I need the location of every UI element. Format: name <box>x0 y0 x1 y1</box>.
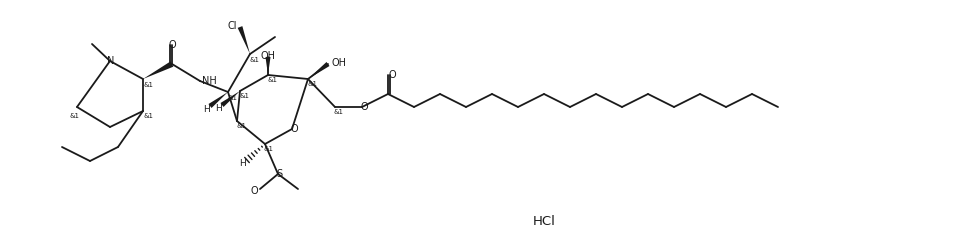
Text: &1: &1 <box>307 81 317 87</box>
Text: O: O <box>388 70 395 80</box>
Text: &1: &1 <box>69 113 79 118</box>
Text: O: O <box>250 185 258 195</box>
Text: &1: &1 <box>143 82 153 88</box>
Text: N: N <box>108 56 114 66</box>
Text: &1: &1 <box>238 93 249 99</box>
Text: S: S <box>276 168 282 178</box>
Polygon shape <box>220 92 239 108</box>
Text: &1: &1 <box>249 57 259 63</box>
Text: OH: OH <box>331 58 346 68</box>
Polygon shape <box>209 93 228 109</box>
Text: Cl: Cl <box>227 21 236 31</box>
Text: H: H <box>214 103 221 112</box>
Polygon shape <box>237 27 250 55</box>
Text: H: H <box>238 158 245 167</box>
Polygon shape <box>143 62 173 80</box>
Text: OH: OH <box>260 51 275 61</box>
Text: HCl: HCl <box>532 215 554 228</box>
Text: O: O <box>168 40 176 50</box>
Text: &1: &1 <box>143 113 153 118</box>
Text: &1: &1 <box>235 122 246 129</box>
Text: O: O <box>359 102 367 112</box>
Text: &1: &1 <box>227 94 236 101</box>
Text: O: O <box>290 123 298 134</box>
Text: &1: &1 <box>333 109 344 115</box>
Text: NH: NH <box>202 76 216 86</box>
Text: &1: &1 <box>267 77 277 83</box>
Polygon shape <box>265 58 270 76</box>
Text: &1: &1 <box>263 145 274 151</box>
Polygon shape <box>308 63 330 80</box>
Text: H: H <box>203 104 209 113</box>
